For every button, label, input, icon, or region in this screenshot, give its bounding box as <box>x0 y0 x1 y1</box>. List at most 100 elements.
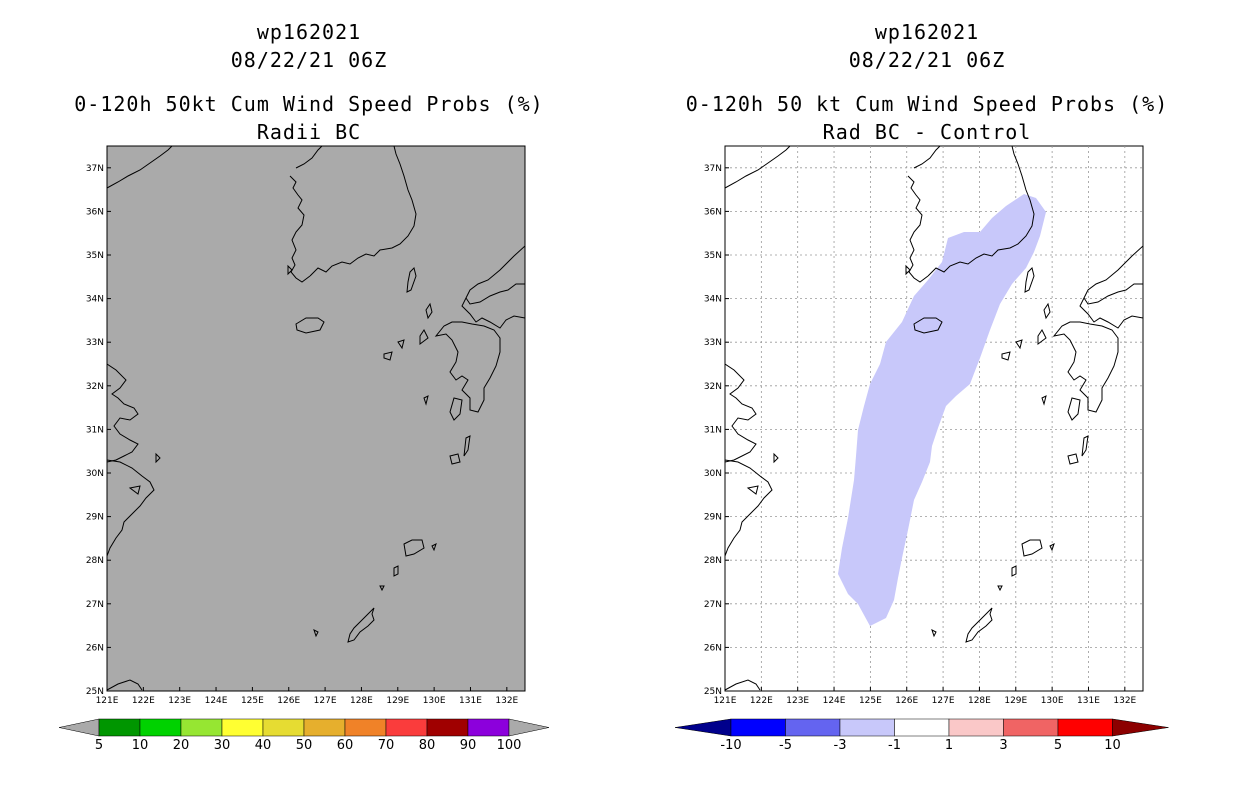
lat-tick-label: 26N <box>704 643 722 653</box>
lon-tick-label: 129E <box>1004 696 1027 706</box>
colorbar-swatch <box>262 718 305 737</box>
colorbar-swatch <box>785 718 841 737</box>
colorbar-label: 5 <box>95 738 103 753</box>
lat-tick-label: 29N <box>704 513 722 523</box>
right-colorbar: -10 -5 -3 -1 1 3 5 10 <box>674 718 1169 753</box>
colorbar-label: 30 <box>214 738 231 753</box>
colorbar-low-arrow <box>58 718 100 737</box>
lat-tick-label: 37N <box>86 164 104 174</box>
colorbar-swatch <box>385 718 428 737</box>
right-map-title: 0-120h 50 kt Cum Wind Speed Probs (%) <box>685 92 1169 116</box>
lat-tick-label: 31N <box>86 425 104 435</box>
lon-tick-label: 126E <box>277 696 300 706</box>
colorbar-swatch <box>98 718 141 737</box>
left-lon-axis: 121E 122E 123E 124E 125E 126E 127E 128E 129E 130E… <box>96 687 519 706</box>
colorbar-label: 70 <box>378 738 395 753</box>
lat-tick-label: 32N <box>704 382 722 392</box>
colorbar-swatch <box>1057 718 1113 737</box>
colorbar-label: 1 <box>945 738 953 753</box>
colorbar-swatch <box>1003 718 1059 737</box>
lon-tick-label: 123E <box>168 696 191 706</box>
lon-tick-label: 124E <box>823 696 846 706</box>
colorbar-swatch <box>467 718 510 737</box>
colorbar-high-arrow <box>508 718 550 737</box>
left-panel: wp162021 08/22/21 06Z 0-120h 50kt Cum Wi… <box>58 20 550 753</box>
colorbar-label: 3 <box>999 738 1007 753</box>
colorbar-label: 10 <box>132 738 149 753</box>
lat-tick-label: 36N <box>86 207 104 217</box>
colorbar-swatch <box>948 718 1004 737</box>
colorbar-swatch <box>344 718 387 737</box>
colorbar-label: 50 <box>296 738 313 753</box>
colorbar-high-arrow <box>1112 718 1169 737</box>
lon-tick-label: 132E <box>1113 696 1136 706</box>
lon-tick-label: 127E <box>932 696 955 706</box>
right-lon-axis: 121E 122E 123E 124E 125E 126E 127E 128E 129E 130E… <box>714 687 1137 706</box>
lon-tick-label: 129E <box>386 696 409 706</box>
lat-tick-label: 37N <box>704 164 722 174</box>
colorbar-label: -5 <box>779 738 792 753</box>
lon-tick-label: 121E <box>714 696 737 706</box>
left-map-title: 0-120h 50kt Cum Wind Speed Probs (%) <box>74 92 544 116</box>
colorbar-low-arrow <box>674 718 732 737</box>
colorbar-swatch <box>139 718 182 737</box>
lon-tick-label: 121E <box>96 696 119 706</box>
lat-tick-label: 35N <box>704 251 722 261</box>
colorbar-label: -3 <box>834 738 847 753</box>
colorbar-swatch <box>303 718 346 737</box>
colorbar-swatch <box>221 718 264 737</box>
lat-tick-label: 29N <box>86 513 104 523</box>
colorbar-swatch <box>426 718 469 737</box>
lat-tick-label: 33N <box>86 338 104 348</box>
lat-tick-label: 27N <box>86 600 104 610</box>
lon-tick-label: 132E <box>495 696 518 706</box>
colorbar-label: 20 <box>173 738 190 753</box>
lat-tick-label: 35N <box>86 251 104 261</box>
lon-tick-label: 125E <box>859 696 882 706</box>
lon-tick-label: 128E <box>968 696 991 706</box>
colorbar-label: 100 <box>497 738 522 753</box>
left-map-subtitle: Radii BC <box>256 120 362 144</box>
probability-difference-region <box>838 194 1046 626</box>
colorbar-label: -1 <box>888 738 901 753</box>
lat-tick-label: 33N <box>704 338 722 348</box>
lat-tick-label: 28N <box>86 556 104 566</box>
lat-tick-label: 34N <box>86 295 104 305</box>
right-storm-id: wp162021 <box>874 20 980 44</box>
lat-tick-label: 34N <box>704 295 722 305</box>
lat-tick-label: 32N <box>86 382 104 392</box>
lon-tick-label: 126E <box>895 696 918 706</box>
lon-tick-label: 128E <box>350 696 373 706</box>
right-map: 121E 122E 123E 124E 125E 126E 127E 128E 129E 130E… <box>674 145 1169 753</box>
lat-tick-label: 27N <box>704 600 722 610</box>
lat-tick-label: 30N <box>86 469 104 479</box>
colorbar-label: 60 <box>337 738 354 753</box>
colorbar-label: 90 <box>460 738 477 753</box>
lat-tick-label: 28N <box>704 556 722 566</box>
colorbar-label: 40 <box>255 738 272 753</box>
lon-tick-label: 131E <box>1077 696 1100 706</box>
lon-tick-label: 123E <box>786 696 809 706</box>
lat-tick-label: 25N <box>86 687 104 697</box>
left-map-area <box>106 145 526 692</box>
colorbar-label: -10 <box>720 738 741 753</box>
colorbar-swatch <box>839 718 895 737</box>
lat-tick-label: 36N <box>704 207 722 217</box>
left-colorbar: 5 10 20 30 40 50 60 70 80 90 100 <box>58 718 550 753</box>
left-storm-id: wp162021 <box>256 20 362 44</box>
lat-tick-label: 26N <box>86 643 104 653</box>
colorbar-swatch <box>894 718 950 737</box>
right-lat-axis: 25N 26N 27N 28N 29N 30N 31N 32N 33N 34N 35N 36N 37N <box>704 164 729 697</box>
right-panel: wp162021 08/22/21 06Z 0-120h 50 kt Cum W… <box>618 0 1236 800</box>
lon-tick-label: 130E <box>423 696 446 706</box>
left-lat-axis: 25N 26N 27N 28N 29N 30N 31N 32N 33N 34N 35N 36N 37N <box>86 164 111 697</box>
lat-tick-label: 31N <box>704 425 722 435</box>
colorbar-label: 80 <box>419 738 436 753</box>
colorbar-label: 10 <box>1104 738 1121 753</box>
lon-tick-label: 131E <box>459 696 482 706</box>
lon-tick-label: 125E <box>241 696 264 706</box>
lon-tick-label: 127E <box>314 696 337 706</box>
colorbar-swatch <box>730 718 786 737</box>
lon-tick-label: 124E <box>205 696 228 706</box>
left-map: 121E 122E 123E 124E 125E 126E 127E 128E 129E 130E… <box>58 145 550 753</box>
